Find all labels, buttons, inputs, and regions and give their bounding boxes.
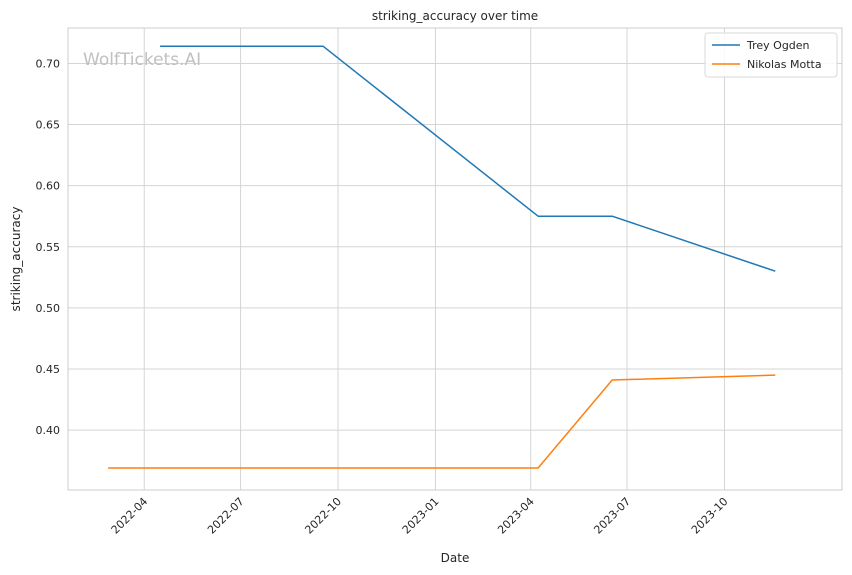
y-tick-label: 0.45: [36, 363, 61, 376]
x-tick-label: 2022-10: [302, 495, 344, 537]
y-axis-title: striking_accuracy: [9, 207, 23, 312]
legend-label-trey-ogden: Trey Ogden: [746, 39, 810, 52]
x-tick-label: 2022-07: [205, 495, 247, 537]
y-tick-label: 0.50: [36, 302, 61, 315]
x-tick-label: 2023-07: [591, 495, 633, 537]
series-line-trey-ogden: [160, 45, 776, 272]
x-tick-label: 2023-10: [689, 495, 731, 537]
x-axis-title: Date: [441, 551, 470, 565]
x-tick-label: 2022-04: [109, 495, 151, 537]
plot-area: [67, 27, 843, 491]
legend-box: [704, 32, 838, 78]
y-tick-label: 0.40: [36, 424, 61, 437]
legend-label-nikolas-motta: Nikolas Motta: [747, 58, 822, 71]
y-tick-label: 0.55: [36, 241, 61, 254]
y-tick-label: 0.70: [36, 57, 61, 70]
series-line-nikolas-motta: [108, 374, 776, 469]
legend: Trey Ogden Nikolas Motta: [704, 32, 838, 78]
x-tick-label: 2023-01: [400, 495, 442, 537]
y-tick-label: 0.65: [36, 119, 61, 132]
chart-title: striking_accuracy over time: [372, 9, 538, 23]
series-lines: [108, 45, 776, 469]
watermark: WolfTickets.AI: [83, 50, 201, 70]
tick-labels: 0.40 0.45 0.50 0.55 0.60 0.65 0.70 2022-04 2022-…: [36, 57, 731, 536]
x-tick-label: 2023-04: [495, 495, 537, 537]
grid: [68, 28, 842, 490]
y-tick-label: 0.60: [36, 180, 61, 193]
